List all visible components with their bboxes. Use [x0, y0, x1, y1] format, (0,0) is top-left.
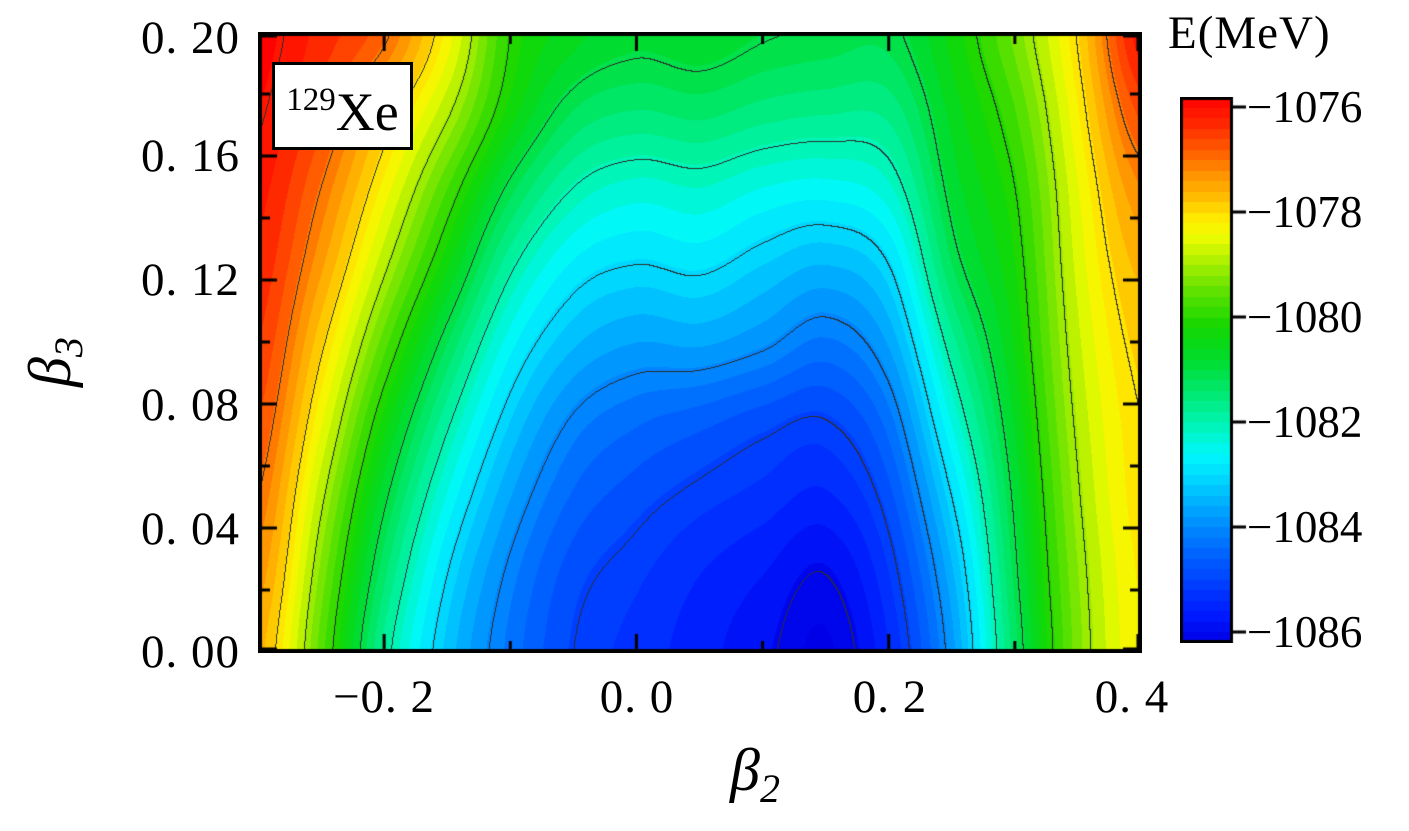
- x-tick-label: −0. 2: [332, 671, 435, 723]
- colorbar-tick-label: −1076: [1247, 82, 1363, 132]
- y-axis-subscript: 3: [46, 337, 91, 358]
- colorbar-tick-label: −1084: [1247, 502, 1363, 552]
- colorbar-tick-label: −1078: [1247, 187, 1363, 237]
- x-axis-subscript: 2: [759, 766, 780, 811]
- y-axis-symbol: β: [17, 357, 83, 387]
- x-tick-label: 0. 2: [852, 671, 928, 723]
- nucleus-label-box: 129Xe: [272, 62, 413, 150]
- colorbar-tick-label: −1080: [1247, 292, 1363, 342]
- nucleus-label: 129Xe: [286, 73, 398, 139]
- colorbar-title: E(MeV): [1168, 7, 1331, 59]
- nucleus-element-symbol: Xe: [335, 82, 399, 142]
- y-tick-label: 0. 12: [141, 254, 240, 306]
- y-tick-label: 0. 04: [141, 503, 240, 555]
- y-tick-label: 0. 16: [141, 130, 240, 182]
- colorbar-tick-label: −1086: [1247, 607, 1363, 657]
- colorbar: [1180, 97, 1250, 643]
- y-axis-title: β3: [16, 302, 96, 422]
- x-tick-label: 0. 4: [1094, 671, 1170, 723]
- x-axis-title: β2: [660, 736, 850, 812]
- y-tick-label: 0. 08: [141, 379, 240, 431]
- y-tick-label: 0. 20: [141, 12, 240, 64]
- x-tick-label: 0. 0: [599, 671, 675, 723]
- x-axis-symbol: β: [730, 737, 760, 803]
- colorbar-tick-label: −1082: [1247, 397, 1363, 447]
- y-tick-label: 0. 00: [141, 626, 240, 678]
- nucleus-mass-number: 129: [286, 82, 336, 118]
